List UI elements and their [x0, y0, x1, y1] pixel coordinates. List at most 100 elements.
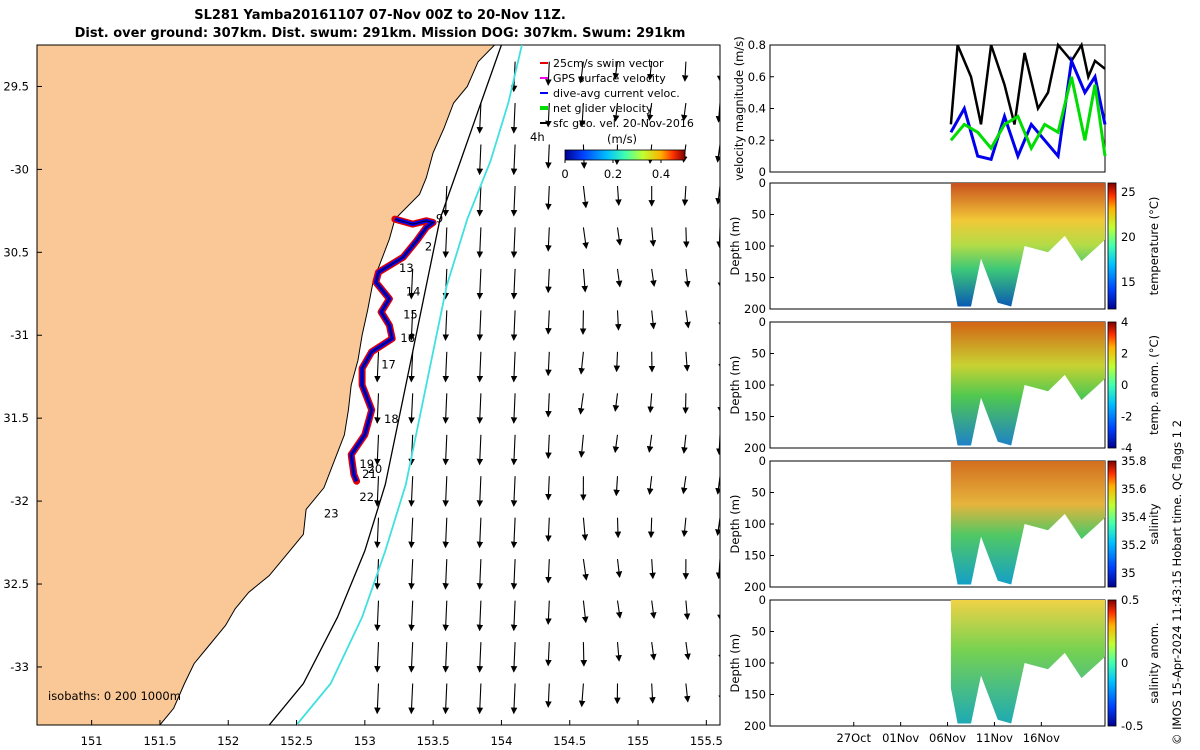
current-arrow [510, 102, 518, 134]
profile-cbar-tick-label: 15 [1121, 275, 1136, 289]
current-arrow [578, 351, 585, 375]
current-arrow [476, 185, 484, 217]
current-arrow [615, 642, 622, 662]
current-arrow [545, 185, 552, 211]
profile-ytick-label: 100 [744, 656, 766, 670]
current-arrow [374, 683, 381, 715]
current-arrow [581, 268, 589, 293]
day-marker-15: 15 [403, 308, 418, 322]
current-arrow [442, 227, 450, 259]
current-arrow [616, 724, 618, 725]
current-arrow [545, 683, 552, 708]
isobaths-label: isobaths: 0 200 1000m [48, 689, 181, 703]
profile-ylabel: Depth (m) [728, 356, 742, 415]
map-xtick-label: 155 [627, 734, 649, 748]
current-arrow [647, 517, 655, 539]
current-arrow [716, 434, 720, 456]
profile-xtick-label: 06Nov [929, 731, 966, 745]
profile-cbar-label: temp. anom. (°C) [1147, 335, 1161, 435]
current-arrow [476, 517, 484, 549]
current-arrow [545, 102, 552, 128]
current-arrow [476, 310, 484, 341]
current-arrow [578, 683, 586, 708]
current-arrow [647, 393, 654, 414]
profile-cbar-tick-label: 20 [1121, 230, 1136, 244]
profile-cbar-tick-label: 35.2 [1121, 538, 1147, 552]
current-arrow [651, 724, 652, 725]
current-arrow [681, 434, 688, 454]
geostrophic-vector-field [374, 61, 720, 725]
map-colorbar [564, 149, 686, 161]
profile-ytick-label: 150 [744, 688, 766, 702]
map-xtick-label: 153.5 [417, 734, 450, 748]
current-arrow [476, 144, 484, 176]
profile-ytick-label: 150 [744, 271, 766, 285]
profile-ylabel: Depth (m) [728, 495, 742, 554]
map-xtick-label: 152 [217, 734, 239, 748]
map-xtick-label: 153 [354, 734, 376, 748]
current-arrow [510, 642, 518, 673]
current-arrow [476, 102, 484, 134]
day-marker-13: 13 [399, 261, 414, 275]
map-xtick-label: 155.5 [690, 734, 723, 748]
current-arrow [680, 476, 688, 495]
map-cbar-tick-label: 0.2 [604, 167, 622, 181]
map-xtick-label: 154 [490, 734, 512, 748]
map-ytick-label: 29.5 [3, 79, 29, 93]
current-arrow [581, 600, 589, 624]
profile-data-field [950, 461, 1105, 585]
current-arrow [545, 227, 552, 252]
profile-panel-3: 0 50 100 150 200 Depth (m) 35.8 35.6 35.4 35.2 35 s… [728, 454, 1161, 594]
map-legend: 25cm/s swim vector GPS surface velocity di… [540, 57, 694, 130]
current-arrow [646, 102, 654, 122]
current-arrow [374, 476, 381, 507]
current-arrow [442, 559, 450, 590]
map-ytick-label: -33 [10, 660, 29, 674]
current-arrow [408, 517, 415, 549]
profile-ytick-label: 0 [759, 315, 766, 329]
figure-title-line2: Dist. over ground: 307km. Dist. swum: 29… [74, 26, 686, 41]
profile-ytick-label: 150 [744, 410, 766, 424]
current-arrow [683, 600, 691, 621]
profile-data-field [950, 600, 1105, 724]
current-arrow [408, 683, 415, 715]
profile-ytick-label: 100 [744, 239, 766, 253]
current-arrow [684, 310, 691, 329]
current-arrow [374, 600, 381, 632]
current-arrow [408, 642, 415, 673]
map-xtick-label: 154.5 [553, 734, 586, 748]
map-ytick-label: 32.5 [3, 577, 29, 591]
velocity-ytick-label: 0.6 [748, 70, 766, 84]
current-arrow [715, 144, 720, 163]
map-xtick-label: 151 [81, 734, 103, 748]
current-arrow [582, 227, 589, 250]
track-line [350, 218, 435, 482]
profile-ytick-label: 100 [744, 378, 766, 392]
map-cbar-tick-label: 0 [561, 167, 568, 181]
current-arrow [614, 517, 622, 539]
current-arrow [442, 434, 450, 466]
current-arrow [408, 351, 415, 383]
current-arrow [442, 600, 450, 632]
current-arrow [374, 642, 381, 673]
current-arrow [545, 517, 552, 542]
isobath-1000m [295, 45, 523, 725]
profile-ytick-label: 50 [751, 347, 766, 361]
profile-panel-1: 0 50 100 150 200 Depth (m) 25 20 15 temperature (… [728, 176, 1161, 316]
day-marker-23: 23 [324, 507, 339, 521]
profile-cbar-tick-label: -0.5 [1121, 719, 1143, 733]
current-arrow [615, 268, 623, 288]
profile-data-field [950, 183, 1105, 307]
legend-label: GPS surface velocity [553, 72, 666, 85]
profile-cbar-label: salinity [1147, 503, 1161, 544]
map-ytick-label: -32 [10, 494, 29, 508]
profile-xtick-label: 27Oct [836, 731, 871, 745]
current-arrow [510, 310, 518, 341]
current-arrow [612, 61, 620, 80]
profile-ytick-label: 0 [759, 593, 766, 607]
current-arrow [681, 185, 689, 207]
current-arrow [681, 61, 689, 82]
